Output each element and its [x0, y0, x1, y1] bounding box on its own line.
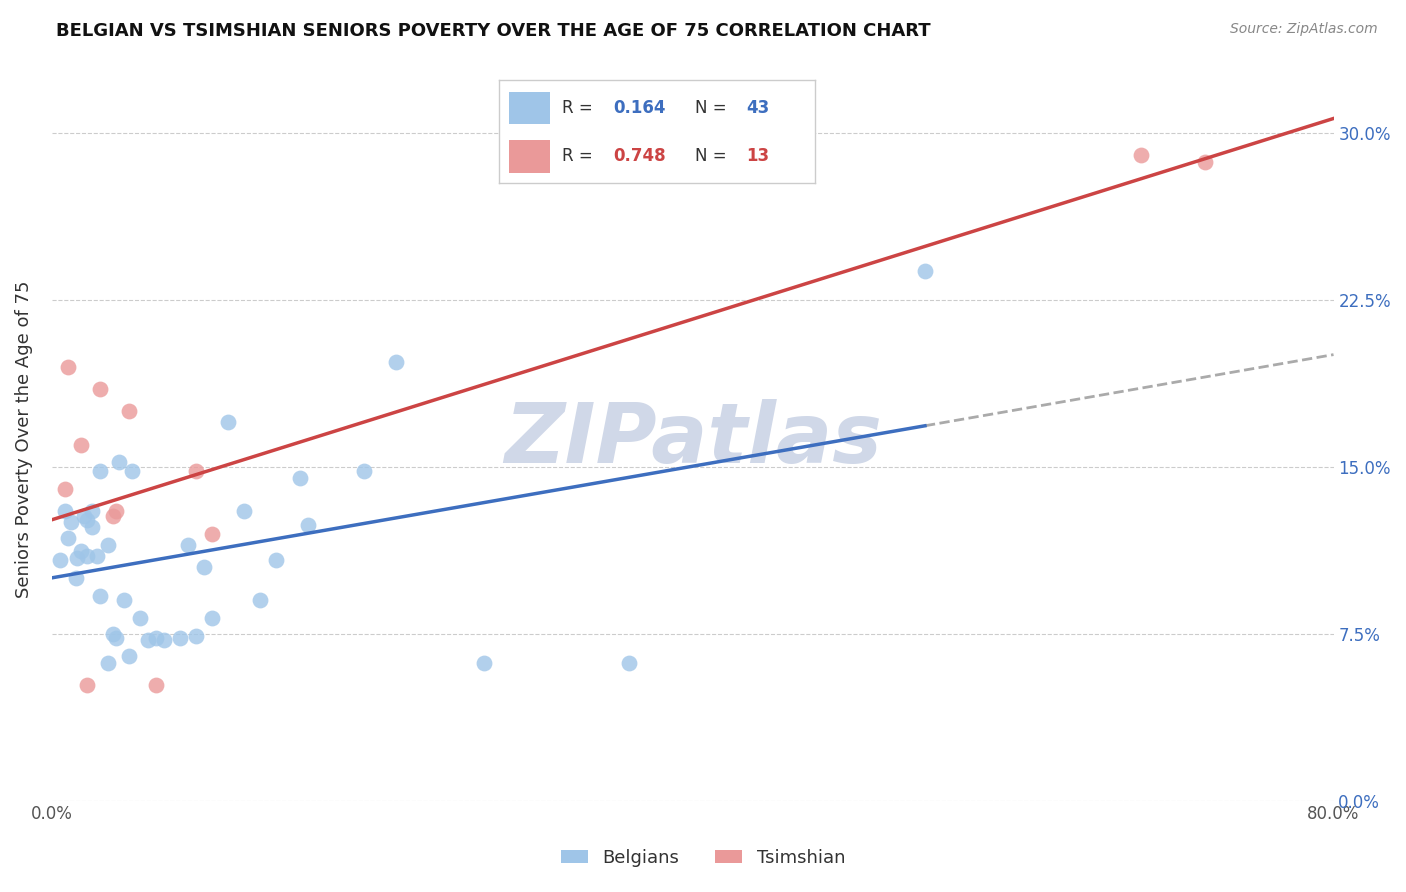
Point — [385, 355, 408, 369]
Point — [89, 382, 111, 396]
Point — [76, 549, 98, 563]
Text: BELGIAN VS TSIMSHIAN SENIORS POVERTY OVER THE AGE OF 75 CORRELATION CHART: BELGIAN VS TSIMSHIAN SENIORS POVERTY OVE… — [56, 22, 931, 40]
Point — [297, 517, 319, 532]
Point — [104, 504, 127, 518]
Point — [264, 553, 287, 567]
FancyBboxPatch shape — [509, 92, 550, 124]
Point — [184, 629, 207, 643]
Point — [49, 553, 72, 567]
Point — [80, 504, 103, 518]
Point — [97, 656, 120, 670]
Point — [53, 482, 76, 496]
Point — [249, 593, 271, 607]
Point — [101, 508, 124, 523]
Point — [89, 464, 111, 478]
Text: N =: N = — [695, 147, 733, 165]
Point — [66, 551, 89, 566]
Point — [89, 589, 111, 603]
Point — [145, 678, 167, 692]
Point — [153, 633, 176, 648]
Point — [118, 404, 141, 418]
Point — [86, 549, 108, 563]
Point — [80, 520, 103, 534]
Point — [472, 656, 495, 670]
Point — [104, 631, 127, 645]
Point — [1130, 148, 1153, 162]
Point — [65, 571, 87, 585]
Point — [1194, 155, 1216, 169]
Point — [288, 471, 311, 485]
Point — [69, 437, 91, 451]
Point — [617, 656, 640, 670]
Point — [112, 593, 135, 607]
Text: Source: ZipAtlas.com: Source: ZipAtlas.com — [1230, 22, 1378, 37]
Point — [201, 611, 224, 625]
Point — [56, 359, 79, 374]
Text: 43: 43 — [745, 99, 769, 117]
Point — [69, 544, 91, 558]
Point — [914, 264, 936, 278]
Point — [193, 560, 215, 574]
Text: ZIPatlas: ZIPatlas — [503, 399, 882, 480]
Point — [128, 611, 150, 625]
Point — [118, 648, 141, 663]
Point — [108, 455, 131, 469]
Text: 0.748: 0.748 — [613, 147, 665, 165]
Point — [73, 508, 96, 523]
Point — [145, 631, 167, 645]
FancyBboxPatch shape — [509, 140, 550, 173]
Text: 13: 13 — [745, 147, 769, 165]
Point — [53, 504, 76, 518]
Point — [56, 531, 79, 545]
Y-axis label: Seniors Poverty Over the Age of 75: Seniors Poverty Over the Age of 75 — [15, 280, 32, 598]
Point — [76, 678, 98, 692]
Point — [101, 626, 124, 640]
Point — [353, 464, 375, 478]
Point — [201, 526, 224, 541]
Point — [76, 513, 98, 527]
Point — [217, 415, 239, 429]
Text: R =: R = — [562, 147, 599, 165]
Legend: Belgians, Tsimshian: Belgians, Tsimshian — [554, 842, 852, 874]
Point — [121, 464, 143, 478]
Point — [97, 538, 120, 552]
Point — [136, 633, 159, 648]
Text: 0.164: 0.164 — [613, 99, 665, 117]
Point — [59, 516, 82, 530]
Point — [184, 464, 207, 478]
Text: R =: R = — [562, 99, 599, 117]
Text: N =: N = — [695, 99, 733, 117]
Point — [169, 631, 191, 645]
Point — [177, 538, 200, 552]
Point — [233, 504, 256, 518]
